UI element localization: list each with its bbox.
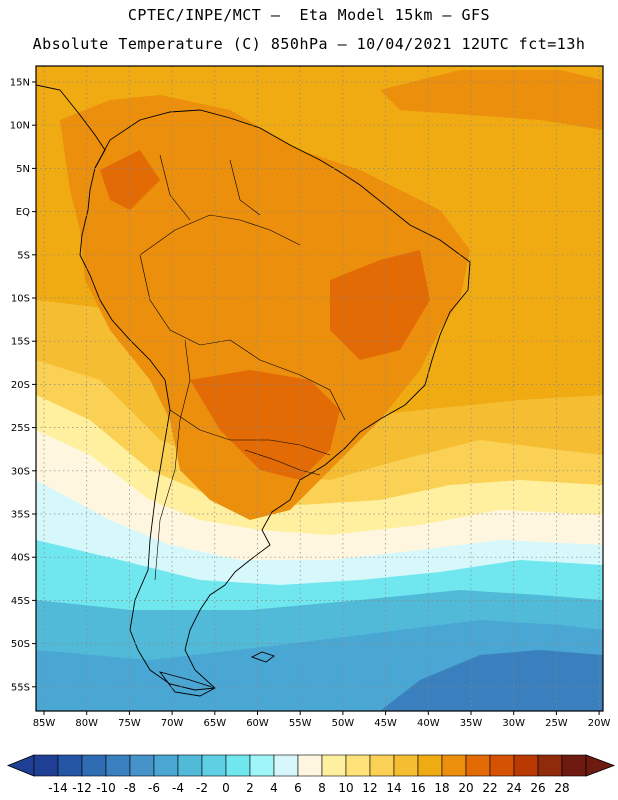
colorbar-label: -6: [148, 781, 160, 795]
latitude-label: 5S: [17, 250, 30, 261]
colorbar-swatch: [177, 754, 203, 777]
latitude-label: 55S: [11, 682, 30, 693]
axis-ticks: [32, 81, 600, 715]
colorbar-label: -2: [196, 781, 208, 795]
country-borders: [139, 154, 346, 581]
latitude-label: 40S: [11, 553, 30, 564]
longitude-label: 25W: [545, 718, 568, 729]
temperature-zone: [380, 70, 603, 130]
colorbar-label: 10: [338, 781, 353, 795]
colorbar-swatch: [465, 754, 491, 777]
latitude-labels: 15N 10N 5N EQ 5S 10S 15S 20S 25S 30S 35S 40S 45S 50S 5…: [10, 78, 30, 694]
colorbar-arrow-high: [585, 754, 616, 777]
colorbar-swatch: [441, 754, 467, 777]
latitude-label: 10S: [11, 294, 30, 305]
colorbar-swatch: [249, 754, 275, 777]
latitude-label: EQ: [16, 207, 30, 218]
latitude-label: 25S: [11, 423, 30, 434]
latitude-label: 50S: [11, 639, 30, 650]
colorbar-swatch: [153, 754, 179, 777]
colorbar-swatch: [345, 754, 371, 777]
longitude-label: 20W: [588, 718, 611, 729]
longitude-label: 65W: [203, 718, 226, 729]
colorbar-label: 14: [386, 781, 401, 795]
colorbar-swatch: [129, 754, 155, 777]
latitude-label: 20S: [11, 380, 30, 391]
colorbar-label: 24: [506, 781, 521, 795]
colorbar-swatch: [81, 754, 107, 777]
longitude-label: 45W: [374, 718, 397, 729]
latitude-label: 45S: [11, 596, 30, 607]
latitude-label: 10N: [10, 121, 30, 132]
longitude-labels: 85W 80W 75W 70W 65W 60W 55W 50W 45W 40W 35W 30W 25W 2…: [33, 718, 611, 729]
latitude-label: 15N: [10, 78, 30, 89]
colorbar-label: 16: [410, 781, 425, 795]
colorbar: -14 -12 -10 -8 -6 -4 -2 0 2 4 6 8 10 12 14 16 18 20 22 24 26…: [6, 754, 616, 795]
colorbar-swatch: [537, 754, 563, 777]
colorbar-swatch: [273, 754, 299, 777]
longitude-label: 55W: [289, 718, 312, 729]
falkland-islands: [250, 651, 275, 663]
map-frame: [35, 65, 604, 712]
colorbar-label: 22: [482, 781, 497, 795]
latitude-label: 15S: [11, 337, 30, 348]
south-america-coastline: [79, 109, 471, 691]
longitude-label: 35W: [460, 718, 483, 729]
colorbar-swatch: [513, 754, 539, 777]
colorbar-label: 20: [458, 781, 473, 795]
latitude-label: 5N: [16, 164, 30, 175]
colorbar-swatch: [321, 754, 347, 777]
colorbar-swatch: [561, 754, 587, 777]
temperature-zone: [100, 150, 160, 210]
colorbar-label: 28: [554, 781, 569, 795]
colorbar-swatch: [57, 754, 83, 777]
longitude-label: 40W: [417, 718, 440, 729]
colorbar-label: 0: [222, 781, 230, 795]
longitude-label: 75W: [118, 718, 141, 729]
colorbar-label: 2: [246, 781, 254, 795]
longitude-label: 85W: [33, 718, 56, 729]
longitude-label: 70W: [161, 718, 184, 729]
colorbar-label: 6: [294, 781, 302, 795]
central-america-coastline: [36, 84, 106, 169]
temperature-zone: [380, 650, 603, 711]
map-title-line-2: Absolute Temperature (C) 850hPa – 10/04/…: [32, 35, 586, 53]
colorbar-swatch: [417, 754, 443, 777]
latitude-label: 30S: [11, 466, 30, 477]
colorbar-label: -12: [72, 781, 92, 795]
colorbar-label: -14: [48, 781, 68, 795]
colorbar-swatch: [105, 754, 131, 777]
colorbar-swatch: [225, 754, 251, 777]
latitude-label: 35S: [11, 510, 30, 521]
colorbar-swatch: [369, 754, 395, 777]
colorbar-label: 18: [434, 781, 449, 795]
colorbar-label: 12: [362, 781, 377, 795]
colorbar-label: -8: [124, 781, 136, 795]
temperature-zone: [330, 250, 430, 360]
colorbar-swatch: [297, 754, 323, 777]
colorbar-swatch: [393, 754, 419, 777]
longitude-label: 80W: [75, 718, 98, 729]
grid-lines: [36, 66, 603, 711]
colorbar-swatch: [489, 754, 515, 777]
temperature-zone: [190, 370, 340, 480]
colorbar-label: -10: [96, 781, 116, 795]
longitude-label: 50W: [332, 718, 355, 729]
temperature-field: [36, 66, 603, 711]
longitude-label: 30W: [502, 718, 525, 729]
colorbar-label: -4: [172, 781, 184, 795]
longitude-label: 60W: [246, 718, 269, 729]
colorbar-label: 26: [530, 781, 545, 795]
colorbar-label: 4: [270, 781, 278, 795]
colorbar-label: 8: [318, 781, 326, 795]
map-title-line-1: CPTEC/INPE/MCT – Eta Model 15km – GFS: [127, 6, 491, 24]
colorbar-swatch: [201, 754, 227, 777]
temperature-zone: [60, 95, 470, 520]
colorbar-swatch: [33, 754, 59, 777]
tierra-del-fuego: [158, 671, 217, 697]
coastlines: [36, 84, 471, 697]
colorbar-arrow-low: [6, 754, 35, 777]
